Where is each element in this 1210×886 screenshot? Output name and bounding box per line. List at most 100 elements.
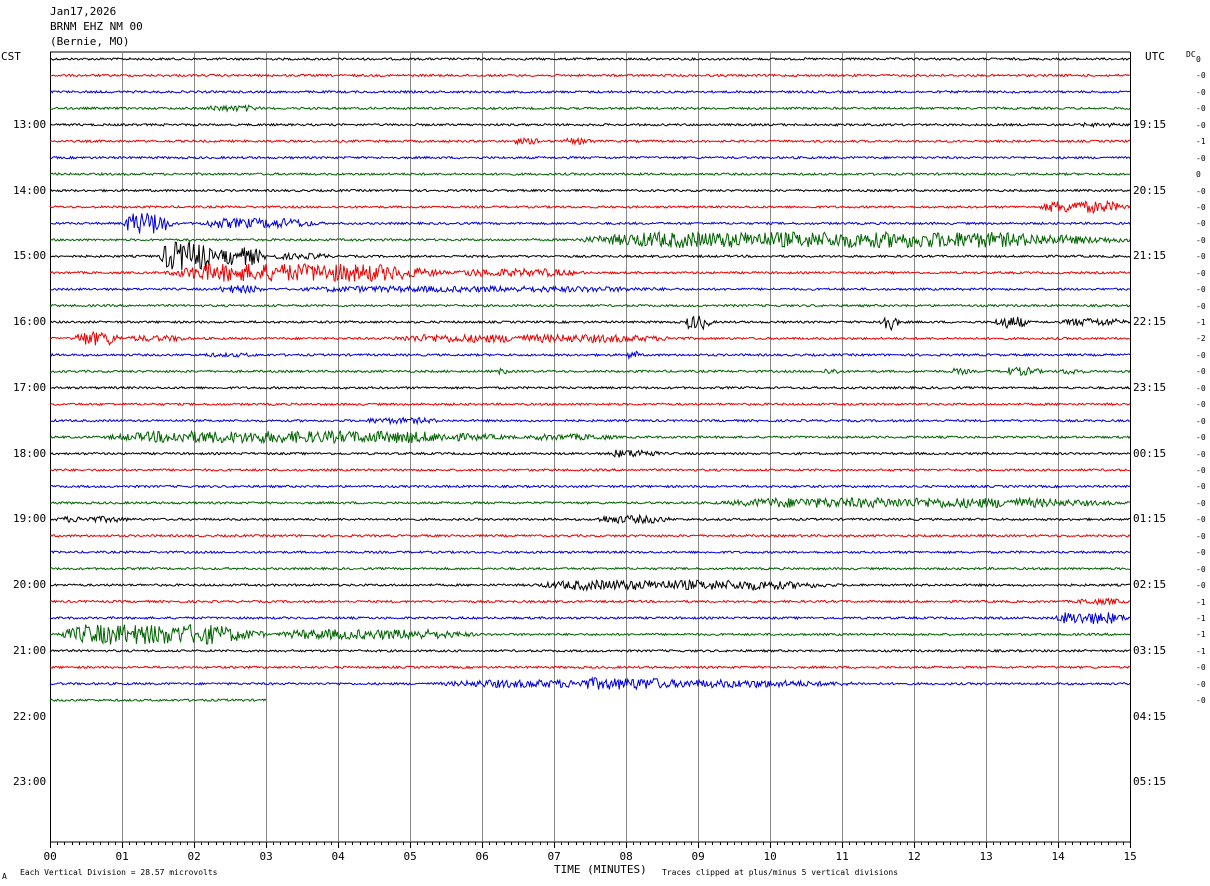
x-tick-label-10: 10	[763, 850, 777, 863]
trace-39	[49, 676, 1131, 691]
x-tick-label-07: 07	[547, 850, 561, 863]
dc-offset-value: -0	[1196, 301, 1206, 311]
footer-marker: A	[2, 872, 7, 881]
trace-1	[49, 56, 1131, 62]
dc-offset-value: -0	[1196, 383, 1206, 393]
utc-hour-label: 21:15	[1133, 249, 1167, 263]
x-tick-label-03: 03	[259, 850, 273, 863]
trace-25	[49, 449, 1131, 458]
trace-2	[49, 73, 1131, 78]
dc-offset-value: -0	[1196, 202, 1206, 212]
cst-hour-label: 19:00	[13, 512, 47, 526]
trace-19	[49, 350, 1131, 361]
trace-28	[49, 496, 1131, 509]
x-tick-label-06: 06	[475, 850, 489, 863]
cst-hour-label: 15:00	[13, 249, 47, 263]
clip-note: Traces clipped at plus/minus 5 vertical …	[662, 868, 899, 877]
trace-21	[49, 385, 1131, 391]
trace-26	[49, 467, 1131, 473]
trace-13	[49, 241, 1131, 270]
dc-offset-value: -0	[1196, 153, 1206, 163]
cst-hour-label: 13:00	[13, 117, 47, 131]
x-tick-label-08: 08	[619, 850, 633, 863]
dc-offset-value: -1	[1196, 137, 1206, 147]
x-tick-label-02: 02	[187, 850, 201, 863]
utc-hour-label: 04:15	[1133, 709, 1167, 723]
cst-hour-label: 14:00	[13, 183, 47, 197]
utc-label: UTC	[1145, 50, 1165, 63]
trace-33	[49, 578, 1131, 592]
x-tick-label-13: 13	[979, 850, 993, 863]
utc-hour-label: 05:15	[1133, 775, 1167, 789]
utc-hour-label: 22:15	[1133, 315, 1167, 329]
location-label: (Bernie, MO)	[50, 35, 130, 48]
dc-offset-value: 0	[1196, 170, 1201, 180]
trace-32	[49, 566, 1131, 571]
trace-14	[49, 262, 1131, 283]
trace-5	[49, 121, 1131, 129]
dc-offset-value: -0	[1196, 564, 1206, 574]
utc-hour-label: 20:15	[1133, 183, 1167, 197]
trace-7	[49, 155, 1131, 160]
x-tick-label-11: 11	[835, 850, 849, 863]
dc-offset-value: -0	[1196, 663, 1206, 673]
trace-11	[49, 212, 1131, 234]
trace-10	[49, 199, 1131, 215]
trace-27	[49, 484, 1131, 489]
dc-offset-value: 0	[1196, 55, 1201, 64]
station-label: BRNM EHZ NM 00	[50, 20, 143, 33]
trace-31	[50, 549, 1131, 555]
trace-15	[49, 284, 1131, 295]
cst-hour-label: 18:00	[13, 446, 47, 460]
trace-12	[49, 230, 1131, 249]
dc-offset-value: -0	[1196, 285, 1206, 295]
x-tick-label-12: 12	[907, 850, 921, 863]
dc-offset-value: -0	[1196, 400, 1206, 410]
dc-offset-value: -0	[1196, 482, 1206, 492]
trace-24	[49, 429, 1131, 445]
dc-offset-value: -1	[1196, 613, 1206, 623]
dc-offset-value: -1	[1196, 630, 1206, 640]
trace-37	[49, 648, 1131, 653]
cst-hour-label: 22:00	[13, 709, 47, 723]
vertical-division-note: Each Vertical Division = 28.57 microvolt…	[20, 868, 218, 877]
cst-hour-label: 21:00	[13, 643, 47, 657]
trace-36	[49, 623, 1131, 645]
trace-35	[49, 612, 1131, 625]
cst-hour-label: 20:00	[13, 578, 47, 592]
x-tick-label-14: 14	[1051, 850, 1065, 863]
dc-offset-value: -0	[1196, 268, 1206, 278]
trace-8	[49, 171, 1131, 177]
dc-offset-value: -0	[1196, 449, 1206, 459]
cst-hour-label: 17:00	[13, 380, 47, 394]
trace-22	[49, 402, 1131, 407]
utc-hour-label: 19:15	[1133, 117, 1167, 131]
cst-hour-label: 23:00	[13, 775, 47, 789]
dc-offset-value: -0	[1196, 696, 1206, 706]
dc-offset-value: -0	[1196, 87, 1206, 97]
trace-6	[49, 136, 1131, 146]
dc-offset-value: -0	[1196, 350, 1206, 360]
cst-hour-label: 16:00	[13, 315, 47, 329]
dc-offset-value: -0	[1196, 515, 1206, 525]
dc-label: DC	[1186, 50, 1196, 59]
dc-offset-value: -2	[1196, 334, 1206, 344]
utc-hour-label: 03:15	[1133, 643, 1167, 657]
trace-16	[49, 303, 1131, 308]
trace-4	[49, 104, 1131, 113]
dc-offset-value: -0	[1196, 235, 1206, 245]
dc-offset-value: -0	[1196, 104, 1206, 114]
utc-hour-label: 23:15	[1133, 380, 1167, 394]
dc-offset-value: -0	[1196, 679, 1206, 689]
x-tick-label-04: 04	[331, 850, 345, 863]
trace-3	[49, 89, 1130, 95]
dc-offset-value: -0	[1196, 416, 1206, 426]
cst-label: CST	[1, 50, 21, 63]
x-tick-label-05: 05	[403, 850, 417, 863]
dc-offset-value: -0	[1196, 581, 1206, 591]
trace-23	[49, 416, 1131, 426]
trace-17	[49, 315, 1131, 332]
utc-hour-label: 01:15	[1133, 512, 1167, 526]
utc-hour-label: 02:15	[1133, 578, 1167, 592]
